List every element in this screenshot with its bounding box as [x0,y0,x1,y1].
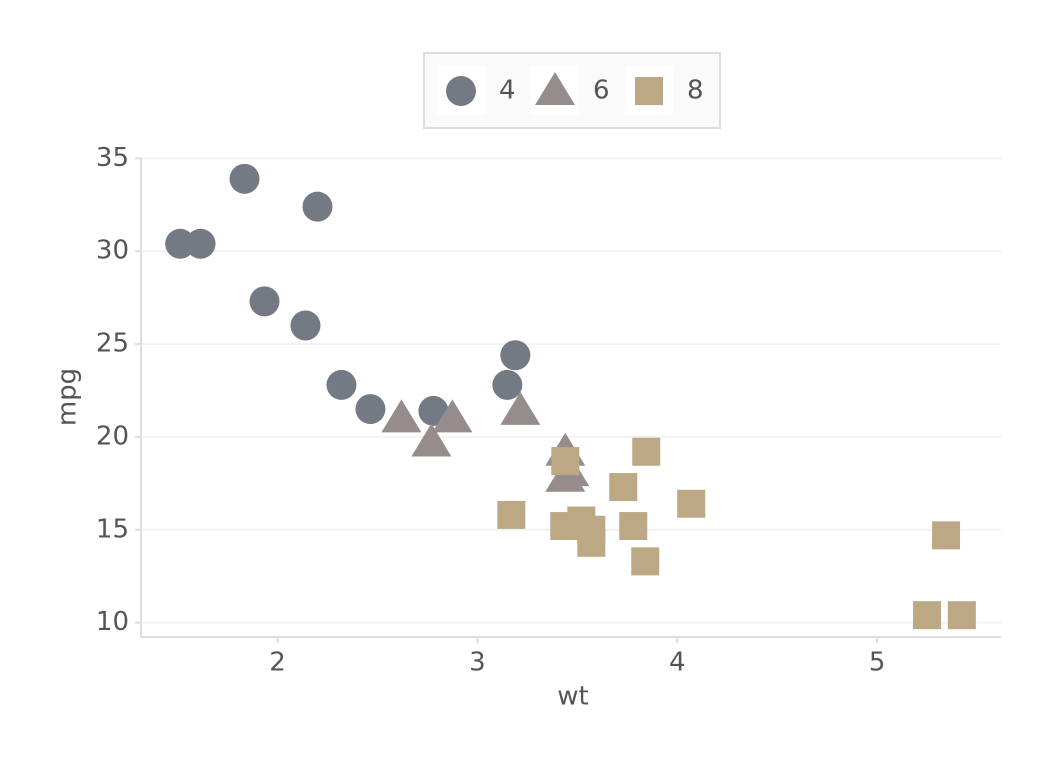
legend-label: 6 [593,76,610,106]
point [500,391,541,425]
point [165,228,196,259]
x-tick-label: 5 [869,648,886,678]
legend-key [635,77,663,105]
point [551,447,580,476]
point [632,437,661,466]
point [677,489,706,518]
x-tick-label: 2 [269,648,286,678]
y-tick-label: 15 [96,514,129,544]
point [609,473,638,502]
legend-key [535,72,575,105]
point [326,369,357,400]
point [500,340,531,371]
point [550,512,579,541]
point [545,458,586,492]
point [492,369,523,400]
y-tick-label: 35 [96,143,129,173]
point [355,394,386,425]
x-tick-label: 3 [469,648,486,678]
y-tick-label: 25 [96,329,129,359]
point [411,423,452,457]
legend-key [446,76,476,106]
point [619,512,648,541]
point [381,399,422,433]
legend-label: 8 [687,76,704,106]
point [932,521,961,550]
point [229,163,260,194]
point [577,515,606,544]
point [302,191,333,222]
point [290,310,321,341]
y-axis-label: mpg [53,368,83,426]
x-tick-label: 4 [669,648,686,678]
point [432,399,473,433]
y-tick-label: 20 [96,421,129,451]
x-axis-label: wt [557,682,588,712]
point [497,500,526,529]
y-tick-label: 10 [96,607,129,637]
legend-label: 4 [499,76,516,106]
point [947,601,976,630]
point [631,547,660,576]
y-tick-label: 30 [96,236,129,266]
point [913,601,942,630]
point [249,286,280,317]
